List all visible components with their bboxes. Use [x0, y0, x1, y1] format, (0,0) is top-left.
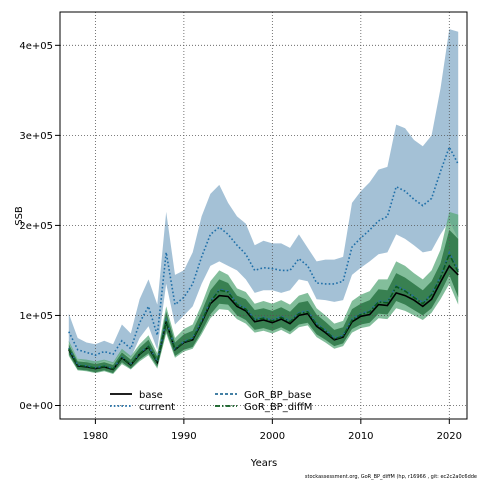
footnote: stockassessment.org, GoR_BP_diffM (hp, r…: [305, 474, 477, 480]
y-axis-title: SSB: [14, 206, 25, 226]
series-lines: [68, 145, 459, 371]
legend-label-gor-bp-diffm: GoR_BP_diffM: [244, 402, 312, 413]
x-tick-label-2010: 2010: [348, 431, 373, 442]
y-axis: 0e+00 1e+05 2e+05 3e+05 4e+05: [19, 41, 60, 412]
x-axis-title: Years: [250, 458, 277, 469]
x-tick-label-2020: 2020: [437, 431, 462, 442]
line-gor-bp-diffm: [68, 252, 459, 370]
grid-lines: [60, 12, 467, 419]
confidence-bands: [68, 29, 459, 374]
y-tick-label-300000: 3e+05: [19, 131, 53, 142]
x-tick-label-2000: 2000: [260, 431, 285, 442]
plot-frame: [59, 11, 468, 420]
y-tick-label-100000: 1e+05: [19, 311, 53, 322]
legend-label-base: base: [139, 390, 163, 401]
y-tick-label-200000: 2e+05: [19, 221, 53, 232]
band-gor-bp-base-ci: [68, 211, 459, 374]
x-tick-label-1980: 1980: [83, 431, 108, 442]
line-current: [68, 145, 459, 356]
legend-label-gor-bp-base: GoR_BP_base: [244, 390, 312, 401]
y-tick-label-0: 0e+00: [19, 401, 53, 412]
x-axis: 1980 1990 2000 2010 2020: [83, 419, 462, 442]
x-tick-label-1990: 1990: [171, 431, 196, 442]
band-current-ci: [68, 29, 459, 365]
y-tick-label-400000: 4e+05: [19, 41, 53, 52]
legend-label-current: current: [139, 402, 175, 413]
